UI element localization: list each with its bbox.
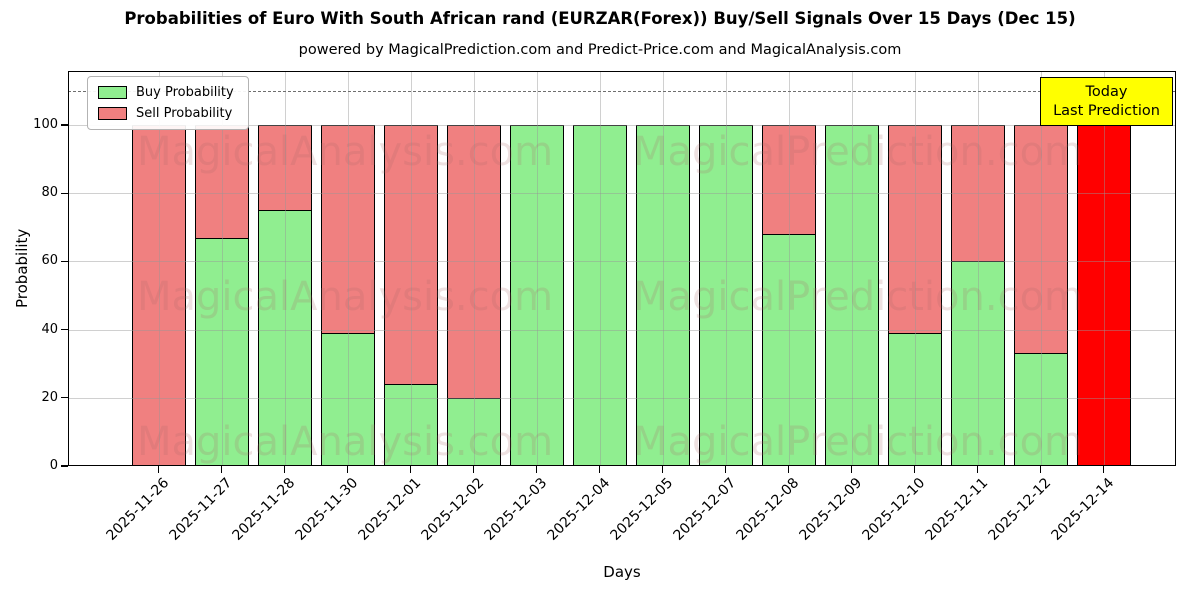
bar-sell-2025-11-30 <box>320 125 375 333</box>
bar-buy-2025-12-12 <box>1013 353 1068 466</box>
bar-buy-2025-12-02 <box>446 397 501 466</box>
x-tick-mark <box>661 466 664 473</box>
chart-subtitle: powered by MagicalPrediction.com and Pre… <box>298 42 902 58</box>
bar-buy-2025-12-10 <box>887 333 942 466</box>
chart-title: Probabilities of Euro With South African… <box>124 9 1076 28</box>
bar-buy-2025-11-27 <box>194 237 249 466</box>
bar-sell-2025-12-12 <box>1013 125 1068 354</box>
y-tick-mark <box>61 124 68 126</box>
today-annotation: Today Last Prediction <box>1040 77 1173 126</box>
plot-area: MagicalAnalysis.com MagicalPrediction.com… <box>68 71 1176 466</box>
bar-sell-2025-12-01 <box>383 125 438 385</box>
bar-buy-2025-12-11 <box>950 261 1005 466</box>
x-tick-mark <box>283 466 286 473</box>
buy-legend-label: Buy Probability <box>136 85 234 100</box>
today-annotation-line2: Last Prediction <box>1053 102 1160 119</box>
legend: Buy Probability Sell Probability <box>87 76 249 130</box>
legend-item-buy: Buy Probability <box>98 85 234 100</box>
y-tick-mark <box>61 260 68 262</box>
bar-buy-2025-12-01 <box>383 384 438 466</box>
y-tick-mark <box>61 192 68 194</box>
x-tick-mark <box>850 466 853 473</box>
y-tick-mark <box>61 465 68 467</box>
x-tick-mark <box>787 466 790 473</box>
bar-buy-2025-12-08 <box>761 234 816 466</box>
x-axis-label: Days <box>603 563 641 581</box>
bar-today-2025-12-14 <box>1076 125 1131 466</box>
x-tick-mark <box>220 466 223 473</box>
x-tick-mark <box>1039 466 1042 473</box>
bar-buy-2025-11-30 <box>320 333 375 466</box>
x-tick-mark <box>976 466 979 473</box>
x-tick-mark <box>409 466 412 473</box>
y-tick-mark <box>61 397 68 399</box>
bars-layer <box>68 71 1176 466</box>
bar-buy-2025-12-05 <box>635 125 690 466</box>
x-tick-mark <box>535 466 538 473</box>
buy-swatch-icon <box>98 86 127 99</box>
bar-buy-2025-12-09 <box>824 125 879 466</box>
sell-legend-label: Sell Probability <box>136 106 233 121</box>
y-axis-label: Probability <box>13 228 31 309</box>
bar-sell-2025-12-10 <box>887 125 942 333</box>
x-tick-mark <box>913 466 916 473</box>
bar-sell-2025-12-11 <box>950 125 1005 262</box>
x-tick-mark <box>598 466 601 473</box>
bar-sell-2025-12-08 <box>761 125 816 235</box>
x-tick-mark <box>157 466 160 473</box>
x-tick-mark <box>346 466 349 473</box>
bar-buy-2025-12-04 <box>572 125 627 466</box>
bar-buy-2025-11-28 <box>257 210 312 466</box>
bar-sell-2025-11-28 <box>257 125 312 211</box>
x-tick-mark <box>724 466 727 473</box>
legend-item-sell: Sell Probability <box>98 106 234 121</box>
bar-sell-2025-12-02 <box>446 125 501 398</box>
bar-sell-2025-11-27 <box>194 125 249 238</box>
x-tick-mark <box>1102 466 1105 473</box>
bar-buy-2025-12-07 <box>698 125 753 466</box>
sell-swatch-icon <box>98 107 127 120</box>
today-annotation-line1: Today <box>1085 83 1128 100</box>
x-tick-mark <box>472 466 475 473</box>
bar-buy-2025-12-03 <box>509 125 564 466</box>
dashed-threshold-line <box>68 90 1176 92</box>
bar-sell-2025-11-26 <box>131 125 186 466</box>
y-tick-mark <box>61 329 68 331</box>
